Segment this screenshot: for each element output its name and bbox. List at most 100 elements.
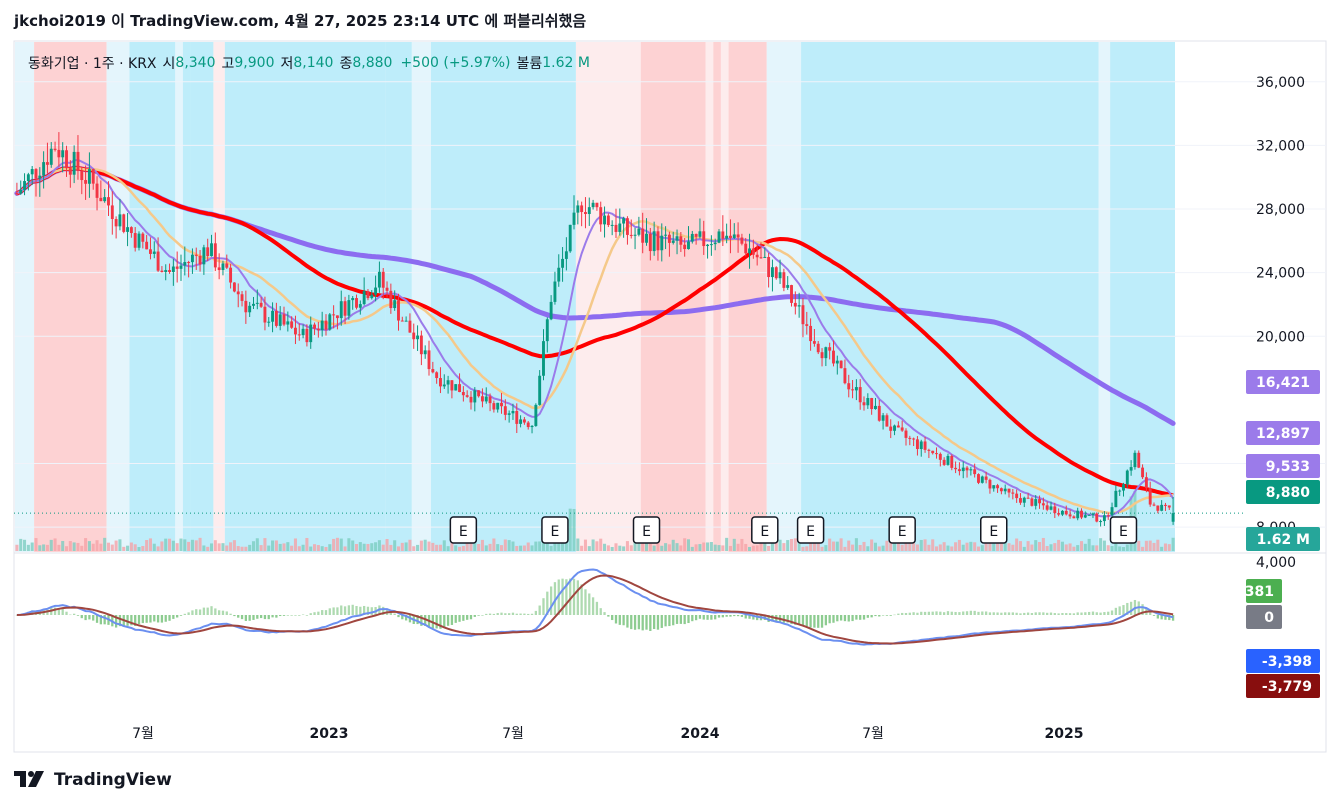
macd-histogram-bar: [721, 615, 724, 618]
candle-body: [591, 202, 595, 208]
macd-histogram-bar: [675, 615, 679, 624]
candle-body: [141, 233, 145, 242]
volume-bar: [202, 545, 206, 551]
volume-bar: [736, 543, 740, 551]
volume-bar: [129, 542, 133, 551]
macd-histogram-bar: [824, 615, 827, 626]
volume-bar: [1102, 540, 1106, 551]
candle-body: [977, 474, 980, 483]
macd-histogram-bar: [324, 610, 328, 615]
macd-histogram-bar: [492, 613, 496, 615]
earnings-marker: [888, 516, 916, 544]
volume-bar: [133, 544, 137, 551]
macd-histogram-bar: [576, 580, 579, 615]
volume-bar: [290, 545, 294, 551]
macd-value-badge-label: -3,779: [1262, 679, 1312, 695]
volume-bar: [721, 545, 725, 551]
price-tick-label: 32,000: [1256, 138, 1305, 154]
candle-body: [282, 314, 286, 325]
time-axis-label: 2023: [310, 726, 349, 742]
macd-histogram-bar: [1061, 613, 1064, 615]
volume-bar: [583, 539, 587, 551]
macd-histogram-bar: [1023, 612, 1026, 615]
candle-body: [91, 169, 95, 184]
macd-histogram-bar: [259, 615, 263, 619]
candle-body: [526, 422, 530, 428]
volume-bar: [828, 538, 832, 551]
candle-body: [419, 335, 423, 355]
candle-body: [34, 169, 38, 179]
volume-bar: [263, 538, 267, 551]
candle-body: [965, 467, 969, 471]
candle-body: [328, 314, 332, 330]
candle-body: [316, 328, 320, 331]
candle-body: [770, 267, 774, 278]
candle-body: [641, 228, 645, 243]
macd-histogram-bar: [805, 615, 808, 627]
candle-body: [454, 384, 458, 391]
macd-histogram-bar: [1129, 601, 1133, 615]
volume-bar: [53, 538, 57, 551]
volume-bar: [675, 543, 679, 551]
legend-volume: 1.62 M: [542, 55, 590, 71]
volume-bar: [435, 544, 439, 551]
footer-brand[interactable]: TradingView: [14, 767, 172, 793]
bg-zone: [1098, 42, 1111, 552]
volume-bar: [408, 539, 412, 551]
volume-bar: [915, 544, 919, 551]
macd-histogram-bar: [767, 615, 770, 623]
volume-bar: [126, 545, 130, 551]
volume-bar: [557, 540, 561, 551]
volume-bar: [293, 538, 297, 551]
macd-histogram-bar: [1149, 612, 1152, 615]
candle-body: [1164, 504, 1167, 506]
volume-bar: [885, 540, 889, 551]
volume-bar: [198, 537, 202, 551]
volume-bar: [87, 541, 91, 551]
macd-histogram-bar: [1038, 612, 1041, 615]
candle-body: [744, 243, 748, 254]
candle-body: [248, 305, 252, 313]
macd-histogram-bar: [714, 615, 717, 620]
candle-body: [61, 150, 65, 158]
candle-body: [461, 392, 465, 396]
macd-histogram-bar: [782, 615, 786, 623]
volume-bar: [1045, 546, 1049, 551]
candle-body: [690, 233, 694, 242]
volume-bar: [64, 546, 69, 551]
volume-bar: [320, 546, 324, 551]
earnings-marker-label: E: [989, 524, 998, 540]
candle-body: [927, 449, 931, 451]
macd-histogram-bar: [740, 615, 744, 617]
macd-value-badge-label: 0: [1264, 610, 1274, 626]
candle-body: [568, 224, 572, 252]
macd-histogram-bar: [611, 615, 614, 621]
macd-histogram-bar: [996, 612, 999, 615]
volume-bar: [328, 544, 332, 551]
volume-bar: [835, 541, 839, 551]
candle-body: [530, 425, 534, 428]
candle-body: [1034, 499, 1038, 506]
macd-histogram-bar: [954, 611, 957, 615]
macd-histogram-bar: [969, 610, 972, 615]
volume-bar: [110, 544, 114, 551]
macd-histogram-bar: [366, 606, 370, 615]
volume-bar: [267, 545, 271, 551]
candle-body: [393, 300, 397, 309]
candle-body: [835, 360, 839, 364]
macd-histogram-bar: [557, 579, 560, 615]
candle-body: [797, 305, 801, 307]
volume-bar: [576, 538, 580, 551]
candle-body: [488, 396, 492, 404]
macd-histogram-bar: [149, 615, 152, 623]
bg-zone: [713, 42, 721, 552]
macd-histogram-bar: [801, 615, 805, 626]
volume-bar: [694, 544, 698, 551]
volume-bar: [717, 545, 721, 551]
volume-bar: [732, 538, 736, 551]
candle-body: [480, 396, 484, 402]
bg-zone: [106, 42, 130, 552]
macd-histogram-bar: [836, 615, 839, 622]
volume-bar: [679, 545, 683, 551]
